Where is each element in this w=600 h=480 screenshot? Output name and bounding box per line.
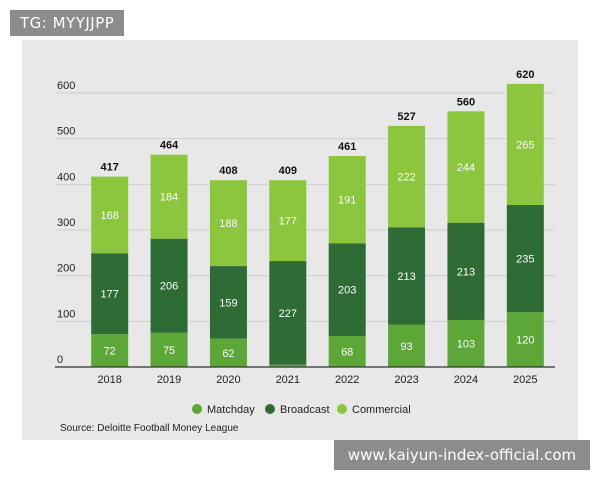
data-label-broadcast-2018: 177 xyxy=(101,289,119,301)
bar-broadcast-2025 xyxy=(506,204,544,313)
bar-broadcast-2020 xyxy=(209,266,247,339)
x-tick-label-2021: 2021 xyxy=(276,374,300,386)
bar-broadcast-2018 xyxy=(91,253,129,335)
x-tick-label-2018: 2018 xyxy=(97,374,121,386)
y-tick-label: 200 xyxy=(57,263,75,275)
bars-layer xyxy=(91,83,544,367)
x-tick-label-2024: 2024 xyxy=(454,374,478,386)
data-label-broadcast-2025: 235 xyxy=(516,254,534,266)
bar-commercial-2019 xyxy=(150,154,188,239)
y-tick-label: 600 xyxy=(57,80,75,92)
bar-broadcast-2023 xyxy=(388,227,426,325)
bar-matchday-2019 xyxy=(150,332,188,367)
total-label-2024: 560 xyxy=(457,96,475,108)
bar-matchday-2022 xyxy=(328,335,366,367)
total-label-2025: 620 xyxy=(516,69,534,81)
total-label-2022: 461 xyxy=(338,141,356,153)
data-label-matchday-2024: 103 xyxy=(457,338,475,350)
y-tick-label: 500 xyxy=(57,126,75,138)
y-tick-label: 0 xyxy=(57,354,63,366)
x-tick-label-2022: 2022 xyxy=(335,374,359,386)
y-tick-label: 400 xyxy=(57,171,75,183)
bar-commercial-2020 xyxy=(209,180,247,267)
data-label-commercial-2019: 184 xyxy=(160,192,178,204)
total-label-2018: 417 xyxy=(101,162,119,174)
bar-broadcast-2022 xyxy=(328,243,366,336)
bar-broadcast-2021 xyxy=(269,261,307,365)
total-label-2023: 527 xyxy=(397,111,415,123)
axis-layer: 0 100 200 300 400 500 600 2018 2019 2020 2021 2022 2… xyxy=(55,80,555,386)
bar-commercial-2021 xyxy=(269,180,307,262)
data-label-commercial-2022: 191 xyxy=(338,195,356,207)
total-label-2019: 464 xyxy=(160,140,179,152)
bar-commercial-2025 xyxy=(506,83,544,205)
labels-layer: 72 177 168 417 75 206 184 464 62 159 188 408 227 177 4… xyxy=(101,69,535,360)
bar-broadcast-2024 xyxy=(447,222,485,320)
bar-commercial-2018 xyxy=(91,176,129,254)
legend: Matchday Broadcast Commercial xyxy=(192,404,411,416)
bar-commercial-2023 xyxy=(388,125,426,228)
source-note: Source: Deloitte Football Money League xyxy=(60,423,239,434)
data-label-commercial-2025: 265 xyxy=(516,139,534,151)
legend-label-matchday: Matchday xyxy=(207,404,255,416)
y-tick-label: 300 xyxy=(57,217,75,229)
legend-label-broadcast: Broadcast xyxy=(280,404,330,416)
bar-matchday-2021 xyxy=(269,364,307,367)
data-label-matchday-2022: 68 xyxy=(341,346,353,358)
data-label-broadcast-2024: 213 xyxy=(457,266,475,278)
legend-label-commercial: Commercial xyxy=(352,404,411,416)
x-tick-label-2025: 2025 xyxy=(513,374,537,386)
data-label-commercial-2024: 244 xyxy=(457,162,475,174)
bar-matchday-2020 xyxy=(209,338,247,367)
data-label-commercial-2021: 177 xyxy=(279,216,297,228)
bar-matchday-2025 xyxy=(506,312,544,367)
data-label-matchday-2018: 72 xyxy=(104,346,116,358)
data-label-broadcast-2021: 227 xyxy=(279,308,297,320)
data-label-matchday-2023: 93 xyxy=(400,341,412,353)
data-label-commercial-2018: 168 xyxy=(101,210,119,222)
x-tick-label-2023: 2023 xyxy=(394,374,418,386)
bar-commercial-2024 xyxy=(447,111,485,223)
data-label-matchday-2019: 75 xyxy=(163,345,175,357)
bar-matchday-2018 xyxy=(91,334,129,367)
x-tick-label-2020: 2020 xyxy=(216,374,240,386)
legend-swatch-broadcast xyxy=(265,404,275,414)
legend-swatch-matchday xyxy=(192,404,202,414)
bar-broadcast-2019 xyxy=(150,238,188,333)
x-tick-label-2019: 2019 xyxy=(157,374,181,386)
total-label-2020: 408 xyxy=(219,165,237,177)
data-label-broadcast-2019: 206 xyxy=(160,281,178,293)
data-label-matchday-2025: 120 xyxy=(516,335,534,347)
y-tick-label: 100 xyxy=(57,308,75,320)
data-label-broadcast-2020: 159 xyxy=(219,297,237,309)
bar-matchday-2023 xyxy=(388,324,426,367)
data-label-broadcast-2022: 203 xyxy=(338,285,356,297)
data-label-commercial-2020: 188 xyxy=(219,218,237,230)
data-label-matchday-2020: 62 xyxy=(222,348,234,360)
watermark-top: TG: MYYJJPP xyxy=(10,10,125,36)
bar-commercial-2022 xyxy=(328,156,366,244)
data-label-broadcast-2023: 213 xyxy=(397,271,415,283)
total-label-2021: 409 xyxy=(279,165,297,177)
legend-swatch-commercial xyxy=(337,404,347,414)
watermark-bottom: www.kaiyun-index-official.com xyxy=(334,440,590,470)
bar-matchday-2024 xyxy=(447,319,485,367)
data-label-commercial-2023: 222 xyxy=(397,172,415,184)
